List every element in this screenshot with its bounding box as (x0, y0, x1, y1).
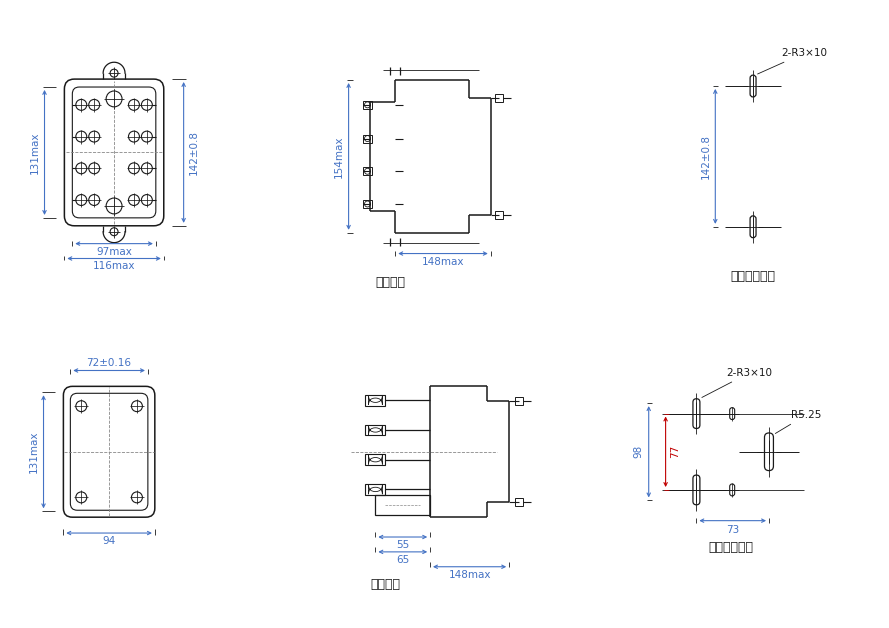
Bar (365, 484, 385, 495)
Text: 板前接线开孔: 板前接线开孔 (731, 270, 775, 283)
Text: 板前接线: 板前接线 (375, 276, 405, 289)
Text: 154max: 154max (333, 135, 344, 178)
Bar (363, 200, 372, 208)
Text: 94: 94 (102, 536, 116, 546)
Bar (365, 425, 385, 435)
Text: 2-R3×10: 2-R3×10 (757, 48, 827, 74)
Bar (494, 211, 502, 219)
Bar (365, 395, 385, 406)
Text: 2-R3×10: 2-R3×10 (701, 368, 773, 398)
Text: 116max: 116max (92, 261, 135, 271)
Text: 73: 73 (726, 524, 740, 534)
Text: 77: 77 (670, 445, 681, 458)
Text: 148max: 148max (421, 257, 464, 268)
Text: R5.25: R5.25 (775, 410, 821, 433)
Text: 板后接线: 板后接线 (371, 578, 400, 591)
Bar (363, 167, 372, 175)
Text: 65: 65 (396, 555, 410, 565)
Text: 72±0.16: 72±0.16 (86, 357, 132, 367)
Bar (375, 495, 430, 515)
Text: 97max: 97max (96, 247, 132, 257)
Bar (363, 101, 372, 109)
Text: 142±0.8: 142±0.8 (701, 134, 710, 179)
Bar (494, 94, 502, 102)
Text: 板后接线开孔: 板后接线开孔 (709, 541, 754, 554)
Bar (515, 499, 523, 506)
Bar (363, 134, 372, 143)
Bar (515, 398, 523, 405)
Text: 148max: 148max (448, 570, 491, 580)
Text: 55: 55 (396, 540, 410, 550)
Text: 131max: 131max (28, 431, 38, 473)
Text: 142±0.8: 142±0.8 (188, 130, 198, 175)
Bar (365, 454, 385, 465)
Text: 131max: 131max (29, 131, 40, 174)
Text: 98: 98 (634, 445, 644, 458)
